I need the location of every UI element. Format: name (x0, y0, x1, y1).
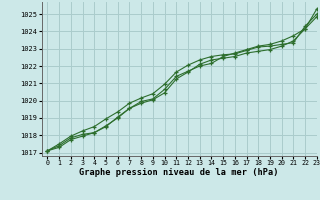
X-axis label: Graphe pression niveau de la mer (hPa): Graphe pression niveau de la mer (hPa) (79, 168, 279, 177)
